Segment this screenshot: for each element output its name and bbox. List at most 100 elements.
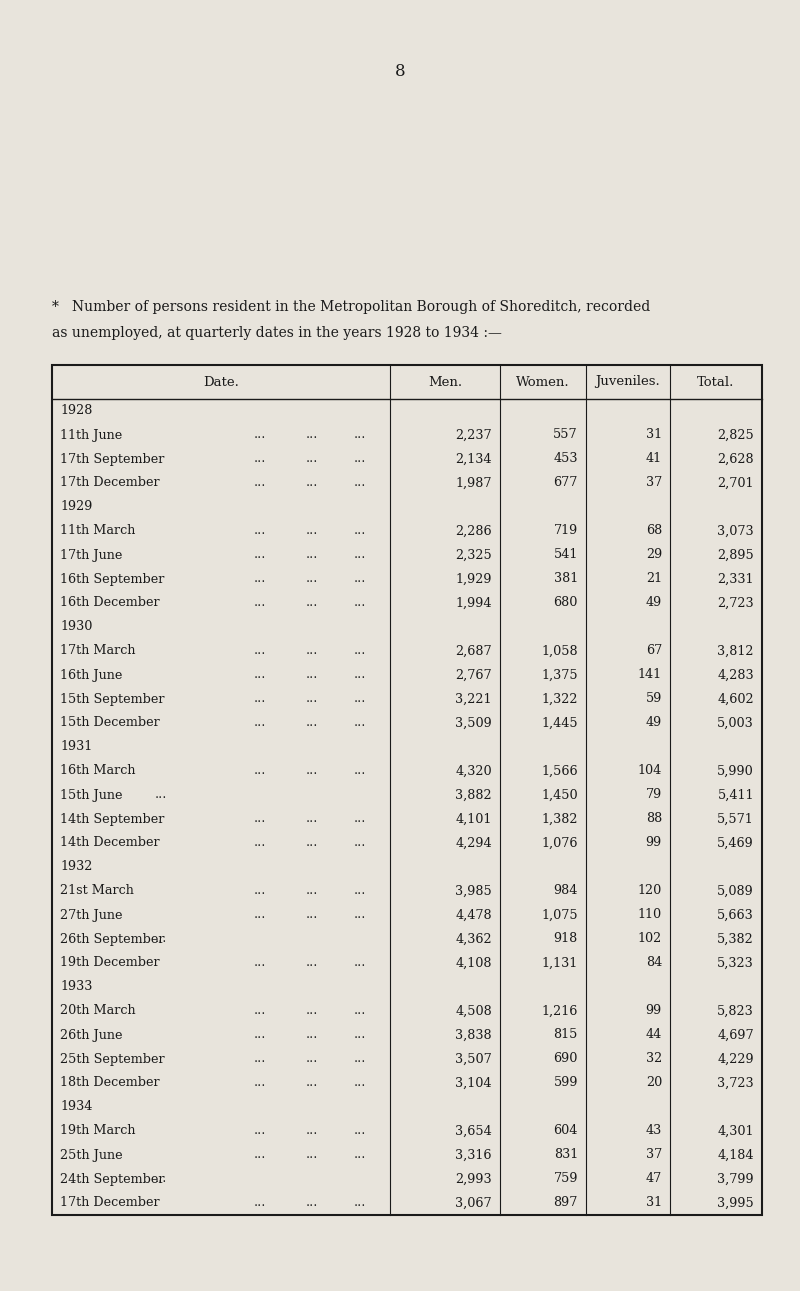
Text: ...: ... [306,429,318,442]
Text: ...: ... [254,669,266,682]
Text: 14th December: 14th December [60,837,160,849]
Text: 110: 110 [638,909,662,922]
Text: 5,089: 5,089 [718,884,754,897]
Text: as unemployed, at quarterly dates in the years 1928 to 1934 :—: as unemployed, at quarterly dates in the… [52,327,502,340]
Text: 84: 84 [646,957,662,970]
Text: 2,825: 2,825 [718,429,754,442]
Text: ...: ... [354,717,366,729]
Text: ...: ... [354,909,366,922]
Text: 599: 599 [554,1077,578,1090]
Text: 4,108: 4,108 [455,957,492,970]
Text: 690: 690 [554,1052,578,1065]
Text: ...: ... [254,717,266,729]
Text: 5,411: 5,411 [718,789,754,802]
Text: 1,131: 1,131 [542,957,578,970]
Text: ...: ... [354,669,366,682]
Text: 49: 49 [646,717,662,729]
Text: 680: 680 [554,596,578,609]
Text: 2,237: 2,237 [455,429,492,442]
Text: 25th September: 25th September [60,1052,165,1065]
Text: 3,509: 3,509 [455,717,492,729]
Text: 141: 141 [638,669,662,682]
Text: ...: ... [306,1149,318,1162]
Text: Date.: Date. [203,376,239,389]
Text: ...: ... [254,1197,266,1210]
Text: 2,628: 2,628 [718,453,754,466]
Text: 4,301: 4,301 [718,1124,754,1137]
Text: 3,882: 3,882 [455,789,492,802]
Text: ...: ... [306,669,318,682]
Text: 1,994: 1,994 [455,596,492,609]
Text: ...: ... [306,764,318,777]
Text: 831: 831 [554,1149,578,1162]
Text: 1,058: 1,058 [542,644,578,657]
Text: ...: ... [354,1052,366,1065]
Text: ...: ... [306,549,318,562]
Text: 49: 49 [646,596,662,609]
Text: 5,323: 5,323 [718,957,754,970]
Text: 3,985: 3,985 [455,884,492,897]
Text: ...: ... [354,453,366,466]
Text: 20th March: 20th March [60,1004,136,1017]
Text: 719: 719 [554,524,578,537]
Text: 3,073: 3,073 [718,524,754,537]
Text: ...: ... [354,1197,366,1210]
Text: ...: ... [155,789,167,802]
Text: ...: ... [155,1172,167,1185]
Text: 29: 29 [646,549,662,562]
Text: ...: ... [306,1077,318,1090]
Text: 19th December: 19th December [60,957,160,970]
Text: 918: 918 [554,932,578,945]
Text: 4,294: 4,294 [455,837,492,849]
Text: Juveniles.: Juveniles. [596,376,660,389]
Text: 16th September: 16th September [60,572,164,586]
Text: 37: 37 [646,1149,662,1162]
Text: 14th September: 14th September [60,812,164,825]
Text: ...: ... [254,644,266,657]
Text: 1929: 1929 [60,501,92,514]
Text: ...: ... [254,572,266,586]
Text: 984: 984 [554,884,578,897]
Text: ...: ... [254,884,266,897]
Text: 120: 120 [638,884,662,897]
Text: ...: ... [306,717,318,729]
Text: 1934: 1934 [60,1100,92,1114]
Text: 2,723: 2,723 [718,596,754,609]
Text: 1,566: 1,566 [542,764,578,777]
Text: ...: ... [306,476,318,489]
Text: 79: 79 [646,789,662,802]
Text: *: * [52,300,59,314]
Text: 21: 21 [646,572,662,586]
Text: 31: 31 [646,1197,662,1210]
Text: 59: 59 [646,692,662,705]
Text: 4,320: 4,320 [455,764,492,777]
Text: 47: 47 [646,1172,662,1185]
Text: ...: ... [306,837,318,849]
Text: 1,375: 1,375 [542,669,578,682]
Text: 759: 759 [554,1172,578,1185]
Text: 102: 102 [638,932,662,945]
Text: 25th June: 25th June [60,1149,122,1162]
Text: ...: ... [354,1149,366,1162]
Text: ...: ... [306,812,318,825]
Text: 3,799: 3,799 [718,1172,754,1185]
Text: 31: 31 [646,429,662,442]
Text: 5,663: 5,663 [718,909,754,922]
Text: 3,316: 3,316 [455,1149,492,1162]
Text: 27th June: 27th June [60,909,122,922]
Text: ...: ... [306,1052,318,1065]
Text: ...: ... [254,453,266,466]
Text: 5,571: 5,571 [718,812,754,825]
Text: Women.: Women. [516,376,570,389]
Text: Number of persons resident in the Metropolitan Borough of Shoreditch, recorded: Number of persons resident in the Metrop… [72,300,650,314]
Text: ...: ... [254,429,266,442]
Text: 88: 88 [646,812,662,825]
Text: ...: ... [306,1124,318,1137]
Text: 5,382: 5,382 [718,932,754,945]
Text: 15th June: 15th June [60,789,122,802]
Text: 1930: 1930 [60,621,92,634]
Text: 3,723: 3,723 [718,1077,754,1090]
Text: 557: 557 [554,429,578,442]
Text: 32: 32 [646,1052,662,1065]
Text: 15th September: 15th September [60,692,165,705]
